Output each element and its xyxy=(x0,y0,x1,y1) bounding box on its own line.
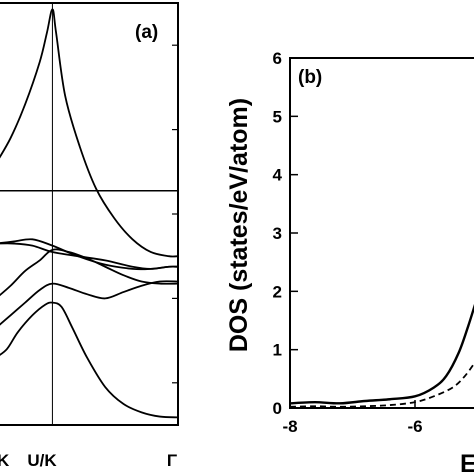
panel-b-y-axis-title: DOS (states/eV/atom) xyxy=(225,98,253,352)
panel-b-label-group: (b) xyxy=(294,62,336,90)
panel-b-y-tick-label: 1 xyxy=(273,341,282,360)
panel-b-x-tick-label: -8 xyxy=(282,417,297,436)
panel-b-frame xyxy=(289,57,474,409)
panel-b-curve-dashed xyxy=(289,362,474,408)
panel-a-band-5 xyxy=(0,280,179,326)
panel-b-y-tick-label: 5 xyxy=(273,107,282,126)
panel-b-y-tick-label: 3 xyxy=(273,224,282,243)
panel-b-y-tick-label: 0 xyxy=(273,399,282,418)
panel-b-curve-solid xyxy=(289,303,474,405)
panel-a-band-2 xyxy=(0,238,179,271)
panel-b-x-ticks: -8-6- xyxy=(282,400,423,436)
panel-a-label-box xyxy=(128,14,174,44)
panel-a-y-ticks xyxy=(172,44,178,384)
panel-b-x-axis-title: E xyxy=(460,450,474,474)
panel-b-y-tick-label: 2 xyxy=(273,282,282,301)
panel-b-curves xyxy=(289,303,474,408)
panel-a-band-3 xyxy=(0,242,179,270)
panel-a-bands xyxy=(0,8,179,419)
panel-a-band-6 xyxy=(0,301,179,419)
panel-a-band-1 xyxy=(0,8,179,258)
panel-b-y-tick-label: 6 xyxy=(273,49,282,68)
panel-a-label-group: (a) xyxy=(128,14,174,44)
panel-b-y-tick-label: 4 xyxy=(273,166,283,185)
panel-b-x-tick-label: -6 xyxy=(407,417,422,436)
panel-b-y-ticks: 0 1 2 3 4 5 6 xyxy=(273,49,298,418)
panel-a-x-tick-uk: U/K xyxy=(27,451,57,470)
panel-b-label-box xyxy=(294,62,336,90)
panel-a-label: (a) xyxy=(135,22,158,43)
panel-b-label: (b) xyxy=(298,67,322,88)
panel-a-band-structure: (a) K U/K Γ xyxy=(0,2,179,470)
panel-a-x-tick-k: K xyxy=(0,451,10,470)
panel-a-x-tick-gamma: Γ xyxy=(167,451,177,470)
panel-a-band-4 xyxy=(0,248,179,297)
